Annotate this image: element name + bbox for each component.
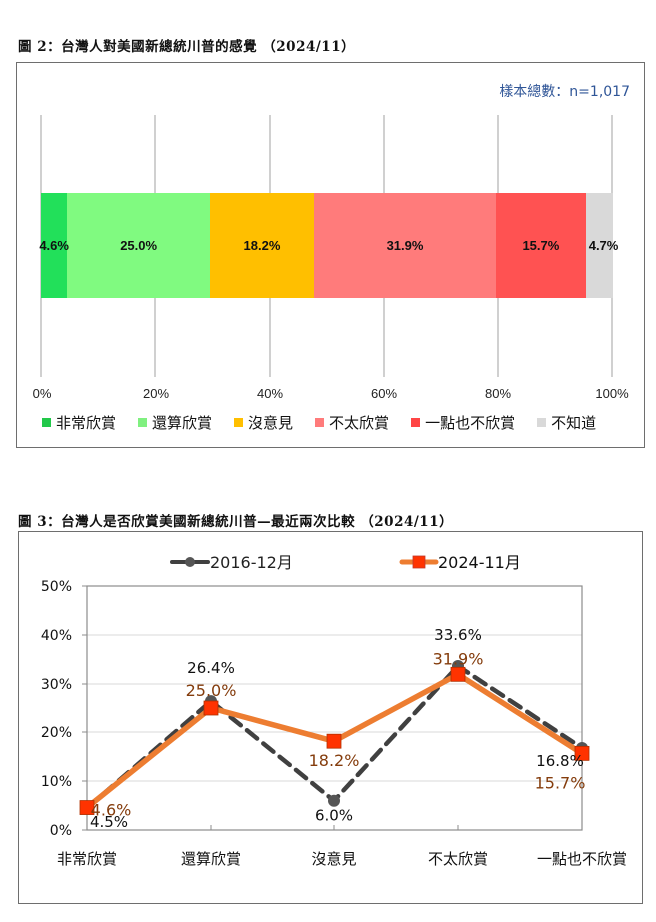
legend-label-2016: 2016-12月: [210, 553, 293, 572]
legend-swatch-icon: [537, 418, 547, 427]
legend-swatch-icon: [138, 418, 148, 427]
x-category-very-appreciate: 非常欣賞: [57, 850, 117, 868]
legend-swatch-icon: [315, 418, 325, 427]
data-label-2016: 26.4%: [187, 659, 235, 677]
segment-label: 31.9%: [386, 238, 424, 253]
data-label-2016: 16.8%: [536, 752, 584, 770]
data-label-2016: 4.5%: [90, 813, 128, 831]
x-tick-20: 20%: [142, 386, 170, 401]
y-tick-20: 20%: [41, 725, 72, 741]
x-category-not-really-appreciate: 不太欣賞: [428, 850, 488, 868]
x-tick-0: 0%: [32, 386, 52, 401]
data-label-2016: 6.0%: [315, 807, 353, 825]
gridline-0: [40, 115, 42, 377]
x-category-somewhat-appreciate: 還算欣賞: [181, 850, 241, 868]
legend-swatch-icon: [42, 418, 51, 427]
segment-label: 15.7%: [522, 238, 560, 253]
data-label-2016: 33.6%: [434, 626, 482, 644]
legend-label-2024: 2024-11月: [438, 553, 521, 572]
segment-label: 4.6%: [39, 238, 69, 253]
legend-item-no-opinion: 沒意見: [234, 412, 293, 433]
segment-label: 25.0%: [120, 238, 158, 253]
marker-square-icon: [574, 745, 590, 761]
x-tick-40: 40%: [256, 386, 284, 401]
y-tick-0: 0%: [50, 823, 72, 839]
stacked-bar: 4.6% 25.0% 18.2% 31.9% 15.7% 4.7%: [39, 193, 618, 298]
legend-swatch-icon: [234, 418, 244, 427]
marker-circle-icon: [328, 794, 340, 807]
data-label-2024: 4.6%: [91, 801, 132, 820]
data-label-2024: 15.7%: [535, 773, 586, 792]
data-label-2024: 31.9%: [433, 649, 484, 668]
horizontal-gridlines: [87, 634, 582, 782]
bar-segment-no-opinion: 18.2%: [210, 193, 314, 298]
bar-segment-very-appreciate: 4.6%: [39, 193, 69, 298]
legend-line-2024-icon: [399, 555, 439, 569]
y-tick-30: 30%: [41, 677, 72, 693]
legend-swatch-icon: [411, 418, 421, 427]
segment-label: 4.7%: [588, 238, 619, 253]
x-tick-60: 60%: [370, 386, 398, 401]
x-tick-100: 100%: [595, 386, 629, 401]
legend-item-dont-know: 不知道: [537, 412, 596, 433]
y-tick-marks: [82, 585, 87, 831]
bar-segment-dont-know: 4.7%: [585, 193, 618, 298]
figure2-legend: 非常欣賞 還算欣賞 沒意見 不太欣賞 一點也不欣賞 不知道: [42, 412, 596, 433]
legend-item-somewhat-appreciate: 還算欣賞: [138, 412, 212, 433]
data-label-2024: 25.0%: [186, 681, 237, 700]
x-category-not-at-all-appreciate: 一點也不欣賞: [537, 850, 627, 868]
sample-size-note: 樣本總數：n=1,017: [499, 84, 630, 100]
x-tick-80: 80%: [484, 386, 512, 401]
y-tick-40: 40%: [41, 628, 72, 644]
data-label-2024: 18.2%: [309, 751, 360, 770]
marker-square-icon: [450, 666, 466, 682]
figure3-title: 圖 3：台灣人是否欣賞美國新總統川普—最近兩次比較 （2024/11）: [18, 514, 454, 530]
y-tick-10: 10%: [41, 774, 72, 790]
bar-segment-somewhat-appreciate: 25.0%: [67, 193, 211, 298]
data-point-labels: 4.5% 26.4% 6.0% 33.6% 16.8% 4.6% 25.0% 18.2% 31.…: [90, 626, 585, 831]
figure3-legend: 2016-12月 2024-11月: [170, 553, 521, 572]
figure2-title: 圖 2：台灣人對美國新總統川普的感覺 （2024/11）: [18, 39, 356, 55]
marker-square-icon: [79, 800, 95, 815]
bar-segment-not-really-appreciate: 31.9%: [313, 193, 497, 298]
legend-item-not-really-appreciate: 不太欣賞: [315, 412, 389, 433]
marker-square-icon: [326, 733, 342, 749]
legend-item-very-appreciate: 非常欣賞: [42, 412, 116, 433]
legend-item-not-at-all-appreciate: 一點也不欣賞: [411, 412, 515, 433]
segment-label: 18.2%: [243, 238, 281, 253]
series-2024-11: [79, 666, 590, 815]
y-tick-50: 50%: [41, 579, 72, 595]
bar-segment-not-at-all-appreciate: 15.7%: [496, 193, 586, 298]
marker-square-icon: [203, 700, 219, 716]
x-category-no-opinion: 沒意見: [311, 850, 356, 868]
x-tick-marks: [210, 825, 459, 830]
legend-line-2016-icon: [170, 557, 210, 567]
